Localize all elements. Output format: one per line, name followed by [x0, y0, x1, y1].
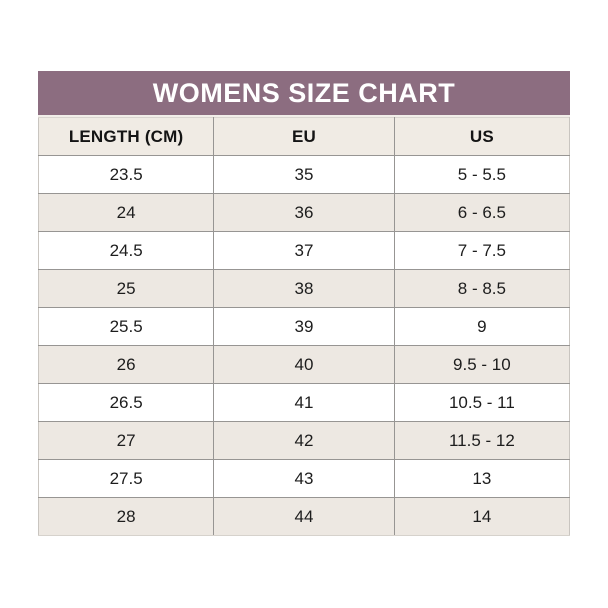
table-row: 26.5 41 10.5 - 11 — [37, 383, 571, 422]
size-chart-title: WOMENS SIZE CHART — [152, 77, 456, 108]
table-cell: 9.5 - 10 — [393, 345, 571, 384]
table-cell: 25.5 — [37, 307, 215, 346]
table-row: 27.5 43 13 — [37, 459, 571, 498]
size-chart: WOMENS SIZE CHART LENGTH (CM) EU US 23.5… — [37, 71, 571, 536]
table-row: 24.5 37 7 - 7.5 — [37, 231, 571, 270]
table-cell: 28 — [37, 497, 215, 536]
table-row: 28 44 14 — [37, 497, 571, 536]
size-chart-title-bar: WOMENS SIZE CHART — [38, 71, 570, 117]
table-cell: 43 — [213, 459, 395, 498]
table-header-row: LENGTH (CM) EU US — [37, 117, 571, 156]
table-cell: 27.5 — [37, 459, 215, 498]
table-row: 25 38 8 - 8.5 — [37, 269, 571, 308]
table-cell: 41 — [213, 383, 395, 422]
table-cell: 40 — [213, 345, 395, 384]
table-cell: 44 — [213, 497, 395, 536]
column-header-eu: EU — [213, 117, 395, 156]
table-cell: 38 — [213, 269, 395, 308]
table-cell: 24 — [37, 193, 215, 232]
table-cell: 6 - 6.5 — [393, 193, 571, 232]
table-row: 26 40 9.5 - 10 — [37, 345, 571, 384]
table-cell: 23.5 — [37, 155, 215, 194]
table-cell: 9 — [393, 307, 571, 346]
column-header-us: US — [393, 117, 571, 156]
table-cell: 26.5 — [37, 383, 215, 422]
table-cell: 35 — [213, 155, 395, 194]
column-header-length-cm: LENGTH (CM) — [37, 117, 215, 156]
table-cell: 39 — [213, 307, 395, 346]
table-cell: 25 — [37, 269, 215, 308]
table-cell: 14 — [393, 497, 571, 536]
table-cell: 26 — [37, 345, 215, 384]
table-row: 27 42 11.5 - 12 — [37, 421, 571, 460]
table-cell: 42 — [213, 421, 395, 460]
table-row: 23.5 35 5 - 5.5 — [37, 155, 571, 194]
size-chart-table: LENGTH (CM) EU US 23.5 35 5 - 5.5 24 36 6 - 6… — [37, 117, 571, 536]
table-cell: 11.5 - 12 — [393, 421, 571, 460]
table-cell: 24.5 — [37, 231, 215, 270]
table-cell: 36 — [213, 193, 395, 232]
table-row: 25.5 39 9 — [37, 307, 571, 346]
table-cell: 7 - 7.5 — [393, 231, 571, 270]
table-cell: 8 - 8.5 — [393, 269, 571, 308]
table-cell: 13 — [393, 459, 571, 498]
table-row: 24 36 6 - 6.5 — [37, 193, 571, 232]
table-cell: 37 — [213, 231, 395, 270]
table-cell: 10.5 - 11 — [393, 383, 571, 422]
table-cell: 27 — [37, 421, 215, 460]
table-cell: 5 - 5.5 — [393, 155, 571, 194]
